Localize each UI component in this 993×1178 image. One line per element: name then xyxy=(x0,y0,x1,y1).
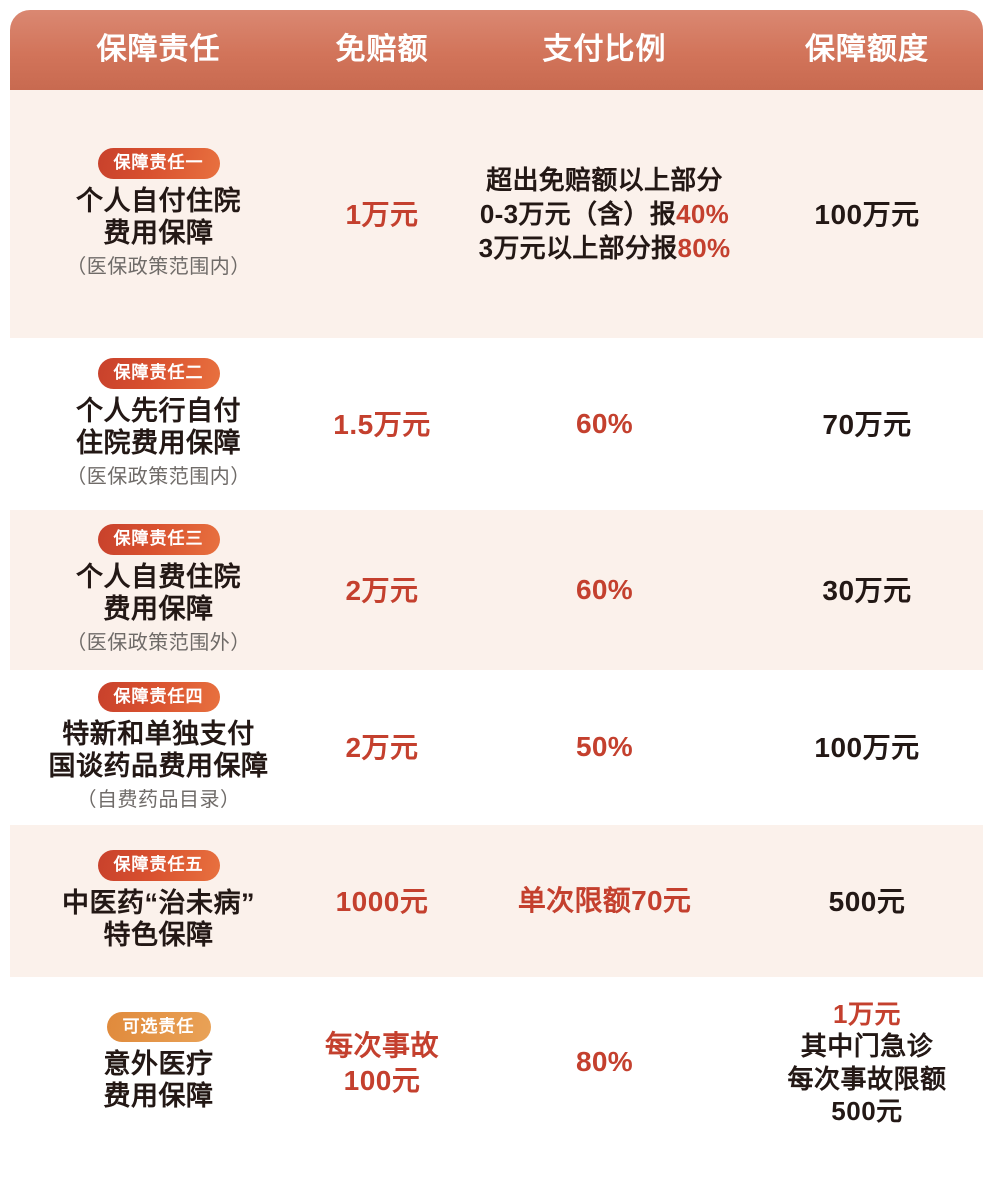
column-header-payment-ratio: 支付比例 xyxy=(542,33,667,66)
cell-deductible: 1万元 xyxy=(307,197,457,232)
coverage-limit-line: 500元 xyxy=(831,1096,903,1126)
deductible-value: 2万元 xyxy=(345,574,419,606)
column-header-responsibility: 保障责任 xyxy=(96,33,221,66)
cell-payment-ratio: 60% xyxy=(457,572,752,609)
cell-coverage-limit: 100万元 xyxy=(752,197,982,232)
responsibility-title: 个人自费住院 费用保障 xyxy=(76,561,241,624)
payment-ratio-value: 50% xyxy=(576,729,633,766)
table-body: 保障责任一个人自付住院 费用保障 （医保政策范围内） 1万元 超出免赔额以上部分 0-3… xyxy=(0,90,993,1148)
cell-coverage-limit: 70万元 xyxy=(752,407,982,442)
responsibility-badge: 保障责任五 xyxy=(97,850,220,881)
coverage-limit-line: 30万元 xyxy=(822,574,912,606)
coverage-limit-line: 70万元 xyxy=(822,408,912,440)
responsibility-title: 中医药“治未病” 特色保障 xyxy=(62,887,255,950)
payment-ratio-value: 单次限额70元 xyxy=(518,883,691,920)
cell-coverage-limit: 30万元 xyxy=(752,573,982,608)
table-header-row: 保障责任 免赔额 支付比例 保障额度 xyxy=(10,10,983,90)
cell-responsibility: 保障责任一个人自付住院 费用保障 （医保政策范围内） xyxy=(10,148,307,279)
cell-payment-ratio: 50% xyxy=(457,729,752,766)
cell-responsibility: 保障责任五中医药“治未病” 特色保障 xyxy=(10,850,307,951)
responsibility-badge: 保障责任一 xyxy=(97,148,220,179)
payment-ratio-line: 3万元以上部分报80% xyxy=(479,231,731,265)
payment-ratio-segment: 3万元以上部分报 xyxy=(478,233,678,264)
responsibility-title: 个人先行自付 住院费用保障 xyxy=(76,395,241,458)
table-row: 可选责任 意外医疗 费用保障 每次事故 100元 80% 1万元 其中门急诊 每次事故限额 5… xyxy=(10,977,983,1148)
responsibility-badge: 保障责任三 xyxy=(97,524,220,555)
payment-ratio-value: 60% xyxy=(576,572,633,609)
deductible-value: 1.5万元 xyxy=(333,408,431,440)
payment-ratio-value: 60% xyxy=(576,406,633,443)
deductible-value: 1万元 xyxy=(345,198,419,230)
payment-ratio-line: 0-3万元（含）报40% xyxy=(479,197,731,231)
coverage-limit-line: 其中门急诊 xyxy=(800,1031,934,1061)
cell-payment-ratio: 80% xyxy=(457,1044,752,1081)
payment-ratio-segment: 单次限额70元 xyxy=(517,884,692,916)
coverage-limit-line: 每次事故限额 xyxy=(787,1063,947,1094)
cell-deductible: 2万元 xyxy=(307,573,457,608)
coverage-limit-value: 100万元 xyxy=(814,730,919,765)
cell-responsibility: 可选责任意外医疗 费用保障 xyxy=(10,1011,307,1113)
table-row: 保障责任五中医药“治未病” 特色保障 1000元 单次限额70元 500元 xyxy=(10,825,983,977)
coverage-limit-value: 1万元 其中门急诊 每次事故限额 500元 xyxy=(787,998,946,1128)
coverage-limit-line: 1万元 xyxy=(833,998,901,1029)
responsibility-title: 个人自付住院 费用保障 xyxy=(76,185,241,248)
cell-coverage-limit: 100万元 xyxy=(752,730,982,765)
table-row: 保障责任三个人自费住院 费用保障 （医保政策范围外） 2万元 60% 30万元 xyxy=(10,510,983,670)
responsibility-subtitle: （医保政策范围外） xyxy=(66,631,251,654)
cell-coverage-limit: 1万元 其中门急诊 每次事故限额 500元 xyxy=(752,998,982,1128)
responsibility-badge: 可选责任 xyxy=(106,1011,211,1043)
coverage-limit-line: 100万元 xyxy=(814,198,920,230)
coverage-limit-line: 100万元 xyxy=(814,732,920,763)
coverage-limit-line: 500元 xyxy=(828,885,906,917)
column-header-coverage-limit: 保障额度 xyxy=(805,33,929,66)
cell-deductible: 2万元 xyxy=(307,730,457,765)
payment-ratio-segment: 超出免赔额以上部分 xyxy=(486,164,723,195)
coverage-limit-value: 30万元 xyxy=(822,573,911,608)
payment-ratio-segment: 60% xyxy=(576,573,633,605)
table-row: 保障责任四特新和单独支付 国谈药品费用保障 （自费药品目录） 2万元 50% 100万元 xyxy=(10,670,983,825)
payment-ratio-segment: 0-3万元（含）报 xyxy=(479,198,677,229)
responsibility-subtitle: （医保政策范围内） xyxy=(66,255,251,278)
responsibility-title: 意外医疗 费用保障 xyxy=(103,1049,214,1112)
cell-deductible: 每次事故 100元 xyxy=(307,1028,457,1098)
cell-payment-ratio: 60% xyxy=(457,406,752,443)
coverage-limit-value: 70万元 xyxy=(822,407,911,442)
cell-coverage-limit: 500元 xyxy=(752,884,982,919)
payment-ratio-line: 超出免赔额以上部分 xyxy=(479,163,731,197)
insurance-coverage-table: 保障责任 免赔额 支付比例 保障额度 保障责任一个人自付住院 费用保障 （医保政策… xyxy=(0,10,993,1178)
cell-payment-ratio: 超出免赔额以上部分 0-3万元（含）报40% 3万元以上部分报80% xyxy=(457,163,752,266)
payment-ratio-segment: 80% xyxy=(576,1046,633,1078)
responsibility-title: 特新和单独支付 国谈药品费用保障 xyxy=(48,719,269,782)
table-row: 保障责任二个人先行自付 住院费用保障 （医保政策范围内） 1.5万元 60% 70万元 xyxy=(10,338,983,510)
payment-ratio-line: 80% xyxy=(576,1044,633,1081)
column-header-deductible: 免赔额 xyxy=(335,33,429,66)
table-row: 保障责任一个人自付住院 费用保障 （医保政策范围内） 1万元 超出免赔额以上部分 0-3… xyxy=(10,90,983,338)
responsibility-badge: 保障责任四 xyxy=(97,681,220,713)
payment-ratio-line: 50% xyxy=(576,729,633,766)
payment-ratio-value: 超出免赔额以上部分 0-3万元（含）报40% 3万元以上部分报80% xyxy=(479,163,731,266)
deductible-value: 2万元 xyxy=(345,732,419,763)
cell-responsibility: 保障责任三个人自费住院 费用保障 （医保政策范围外） xyxy=(10,524,307,655)
cell-deductible: 1.5万元 xyxy=(307,407,457,442)
payment-ratio-line: 60% xyxy=(576,406,633,443)
cell-deductible: 1000元 xyxy=(307,884,457,919)
responsibility-subtitle: （自费药品目录） xyxy=(76,789,241,812)
coverage-limit-value: 500元 xyxy=(829,884,906,919)
responsibility-subtitle: （医保政策范围内） xyxy=(66,465,251,488)
cell-payment-ratio: 单次限额70元 xyxy=(457,883,752,920)
payment-ratio-line: 60% xyxy=(576,572,633,609)
cell-responsibility: 保障责任二个人先行自付 住院费用保障 （医保政策范围内） xyxy=(10,358,307,489)
payment-ratio-segment: 60% xyxy=(576,407,633,439)
payment-ratio-value: 80% xyxy=(576,1044,633,1081)
coverage-limit-value: 100万元 xyxy=(814,197,919,232)
cell-responsibility: 保障责任四特新和单独支付 国谈药品费用保障 （自费药品目录） xyxy=(10,681,307,813)
responsibility-badge: 保障责任二 xyxy=(97,358,220,389)
payment-ratio-segment: 80% xyxy=(677,233,731,264)
deductible-value: 1000元 xyxy=(335,885,429,917)
payment-ratio-segment: 40% xyxy=(676,198,730,229)
payment-ratio-line: 单次限额70元 xyxy=(518,883,691,920)
deductible-value: 每次事故 100元 xyxy=(324,1029,439,1096)
payment-ratio-segment: 50% xyxy=(576,731,633,763)
